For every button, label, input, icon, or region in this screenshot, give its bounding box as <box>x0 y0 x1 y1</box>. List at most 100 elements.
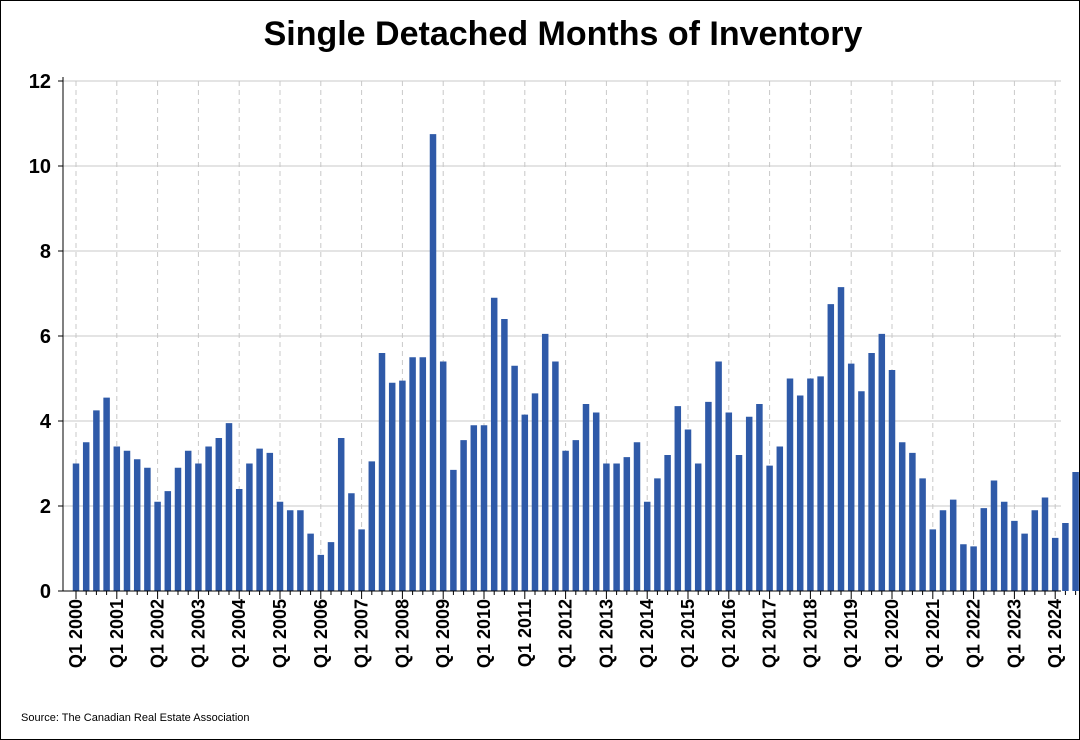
bar <box>592 412 600 591</box>
bar <box>776 446 784 591</box>
bar <box>705 401 712 591</box>
bar <box>990 480 998 591</box>
bar <box>266 452 274 591</box>
bar <box>521 414 529 591</box>
bar <box>827 304 835 591</box>
bar <box>235 489 243 591</box>
x-tick-label: Q1 2022 <box>964 599 984 668</box>
bar <box>215 438 223 591</box>
bar <box>654 478 661 591</box>
bar <box>1072 472 1079 591</box>
x-tick-label: Q1 2009 <box>433 599 453 668</box>
y-tick-label: 12 <box>29 71 51 93</box>
bar <box>858 391 865 591</box>
bar <box>766 465 773 591</box>
x-tick-label: Q1 2016 <box>719 599 739 668</box>
y-tick-label: 6 <box>40 326 51 348</box>
bar <box>1031 510 1039 591</box>
bar <box>450 469 457 591</box>
bar <box>409 357 416 591</box>
x-tick-label: Q1 2017 <box>760 599 780 668</box>
bar <box>786 378 794 591</box>
bar <box>531 393 539 591</box>
y-tick-label: 0 <box>40 581 51 603</box>
bar <box>1051 537 1059 591</box>
bar <box>756 404 763 591</box>
bar <box>368 461 376 591</box>
bar <box>286 510 294 591</box>
bar <box>725 412 733 591</box>
bar <box>388 382 396 591</box>
bar <box>735 455 743 591</box>
bar <box>195 463 202 591</box>
bar <box>470 425 478 591</box>
bar <box>939 510 947 591</box>
bar <box>603 463 610 591</box>
x-tick-label: Q1 2002 <box>148 599 168 668</box>
x-tick-label: Q1 2024 <box>1045 599 1065 668</box>
y-tick-label: 10 <box>29 156 51 178</box>
bar <box>572 440 580 591</box>
bar <box>807 378 814 591</box>
bar <box>460 440 467 591</box>
bar <box>480 425 488 591</box>
bar <box>970 546 977 591</box>
bar <box>796 395 804 591</box>
x-tick-label: Q1 2019 <box>841 599 861 668</box>
bar <box>898 442 906 591</box>
bar <box>337 438 345 591</box>
bar <box>378 353 386 591</box>
bar <box>205 446 212 591</box>
bar <box>643 501 651 591</box>
bar <box>817 376 824 591</box>
x-tick-label: Q1 2010 <box>474 599 494 668</box>
bar <box>888 370 896 591</box>
x-tick-label: Q1 2003 <box>188 599 208 668</box>
bar <box>133 459 141 591</box>
bar <box>399 380 406 591</box>
bar <box>674 406 682 591</box>
bar <box>246 463 253 591</box>
x-tick-label: Q1 2013 <box>596 599 616 668</box>
bar <box>93 410 100 591</box>
bar <box>633 442 641 591</box>
bar <box>919 478 926 591</box>
bar <box>164 491 172 591</box>
bar <box>1000 501 1008 591</box>
bar <box>745 416 753 591</box>
bar <box>123 450 131 591</box>
y-tick-label: 4 <box>40 411 52 433</box>
bar <box>297 510 304 591</box>
bar <box>317 554 325 591</box>
source-note: Source: The Canadian Real Estate Associa… <box>21 712 250 724</box>
x-tick-label: Q1 2001 <box>107 599 127 668</box>
bar <box>1011 520 1018 591</box>
x-tick-label: Q1 2023 <box>1004 599 1024 668</box>
bar <box>184 450 192 591</box>
bar <box>225 423 233 591</box>
x-tick-label: Q1 2007 <box>352 599 372 668</box>
x-tick-label: Q1 2020 <box>882 599 902 668</box>
x-tick-label: Q1 2021 <box>923 599 943 668</box>
x-tick-label: Q1 2008 <box>392 599 412 668</box>
bar <box>439 361 447 591</box>
bar <box>327 542 335 591</box>
bar <box>307 533 314 591</box>
bar <box>113 446 121 591</box>
bar <box>154 501 161 591</box>
bar <box>348 493 355 591</box>
bar <box>429 134 437 591</box>
bar <box>909 452 916 591</box>
bar <box>72 463 80 591</box>
bar <box>613 463 620 591</box>
bar <box>929 529 937 591</box>
bar <box>1062 523 1069 591</box>
bar <box>276 501 284 591</box>
bar <box>582 404 590 591</box>
bar <box>694 463 702 591</box>
bar <box>837 287 845 591</box>
x-tick-label: Q1 2000 <box>66 599 86 668</box>
bar <box>256 448 263 591</box>
